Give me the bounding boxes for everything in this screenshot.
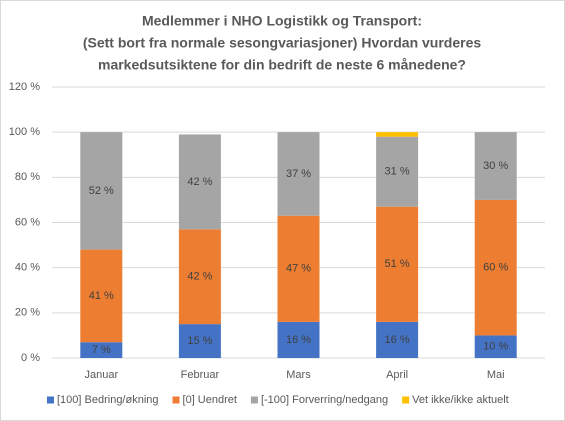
bar-segment xyxy=(277,215,320,322)
bar-segment xyxy=(80,342,123,358)
bar-segment xyxy=(178,324,221,358)
bar-segment xyxy=(178,134,221,230)
data-label: 10 % xyxy=(483,341,508,353)
bar-segment xyxy=(376,132,419,137)
y-tick-label: 20 % xyxy=(15,307,40,319)
legend-marker xyxy=(172,396,180,404)
bar-segment xyxy=(376,136,419,207)
legend-label: [100] Bedring/økning xyxy=(57,394,159,406)
bar-segment xyxy=(277,132,320,216)
x-tick-label: Mars xyxy=(286,369,311,381)
y-tick-label: 40 % xyxy=(15,262,40,274)
bar-segment xyxy=(474,132,517,200)
data-label: 16 % xyxy=(385,334,410,346)
chart-title: markedsutsiktene for din bedrift de nest… xyxy=(98,57,466,73)
data-label: 16 % xyxy=(286,334,311,346)
bar-segment xyxy=(178,229,221,325)
bar-segment xyxy=(80,132,123,250)
data-label: 31 % xyxy=(385,166,410,178)
chart-title: (Sett bort fra normale sesongvariasjoner… xyxy=(83,35,482,51)
y-tick-label: 60 % xyxy=(15,216,40,228)
y-tick-label: 100 % xyxy=(9,126,40,138)
bar-segment xyxy=(376,206,419,322)
bar-segment xyxy=(474,335,517,358)
legend-marker xyxy=(402,396,410,404)
legend-label: [0] Uendret xyxy=(183,394,237,406)
bar-segment xyxy=(80,249,123,343)
data-label: 52 % xyxy=(89,185,114,197)
x-tick-label: Mai xyxy=(487,369,505,381)
y-tick-label: 0 % xyxy=(21,352,40,364)
data-label: 51 % xyxy=(385,258,410,270)
data-label: 7 % xyxy=(92,344,111,356)
bar-segment xyxy=(376,321,419,358)
bar-segment xyxy=(474,199,517,336)
legend-label: [-100] Forverring/nedgang xyxy=(261,394,388,406)
legend-marker xyxy=(47,396,54,404)
y-tick-label: 80 % xyxy=(15,171,40,183)
data-label: 30 % xyxy=(483,160,508,172)
data-label: 37 % xyxy=(286,168,311,180)
data-label: 42 % xyxy=(187,176,212,188)
legend-label: Vet ikke/ikke aktuelt xyxy=(412,394,509,406)
x-tick-label: April xyxy=(386,369,408,381)
x-tick-label: Februar xyxy=(181,369,220,381)
data-label: 15 % xyxy=(187,335,212,347)
data-label: 42 % xyxy=(187,271,212,283)
y-tick-label: 120 % xyxy=(9,81,40,93)
legend-marker xyxy=(250,396,258,404)
data-label: 47 % xyxy=(286,263,311,275)
chart-title: Medlemmer i NHO Logistikk og Transport: xyxy=(142,13,422,29)
x-tick-label: Januar xyxy=(84,369,118,381)
data-label: 60 % xyxy=(483,262,508,274)
bar-segment xyxy=(277,321,320,358)
data-label: 41 % xyxy=(89,290,114,302)
